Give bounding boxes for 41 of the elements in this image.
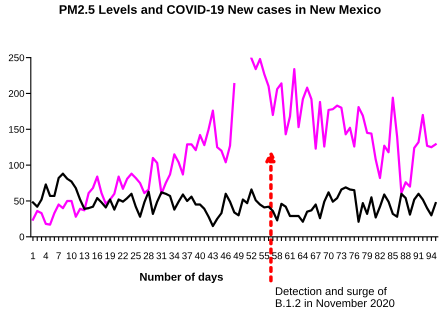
x-tick-label: 28 [144,252,154,260]
x-tick-label: 49 [233,252,244,260]
x-tick-label: 7 [56,252,61,260]
x-tick-label: 73 [336,252,346,260]
y-tick-label: 0 [20,234,24,240]
x-tick-label: 94 [426,252,436,260]
y-tick-label: 100 [9,162,24,169]
x-tick-label: 76 [349,252,360,260]
x-tick-label: 64 [298,252,308,260]
y-tick-label: 50 [14,198,24,205]
x-tick-label: 37 [182,252,192,260]
x-tick-label: 19 [105,252,116,260]
x-tick-label: 61 [285,252,295,260]
x-tick-label: 85 [388,252,398,260]
x-axis-title: Number of days [140,272,223,283]
x-tick-label: 22 [118,252,128,260]
x-tick-label: 25 [130,252,141,260]
y-tick-label: 150 [9,126,24,133]
y-tick-label: 250 [8,54,24,62]
x-tick-label: 58 [272,252,282,260]
x-tick-label: 52 [246,252,256,260]
x-tick-label: 43 [208,252,218,260]
x-tick-label: 91 [414,252,424,260]
chart-title: PM2.5 Levels and COVID-19 New cases in New Mexico [60,4,381,14]
x-tick-label: 31 [156,252,166,260]
x-tick-label: 34 [169,252,180,260]
x-tick-label: 1 [30,252,36,260]
x-tick-label: 88 [400,252,411,260]
x-tick-label: 16 [92,252,102,260]
text: Detection and surge of B.1.2 in November 2020 [276,286,394,308]
x-tick-label: 55 [259,252,270,260]
x-tick-label: 82 [374,252,385,260]
x-tick-label: 4 [43,252,48,260]
x-tick-label: 46 [220,252,231,260]
x-tick-label: 67 [310,252,321,260]
x-tick-label: 40 [194,252,206,260]
x-tick-label: 13 [80,252,90,260]
x-tick-label: 10 [66,252,77,260]
y-tick-label: 200 [8,90,24,98]
x-tick-label: 70 [324,252,334,260]
x-tick-label: 79 [362,252,372,260]
